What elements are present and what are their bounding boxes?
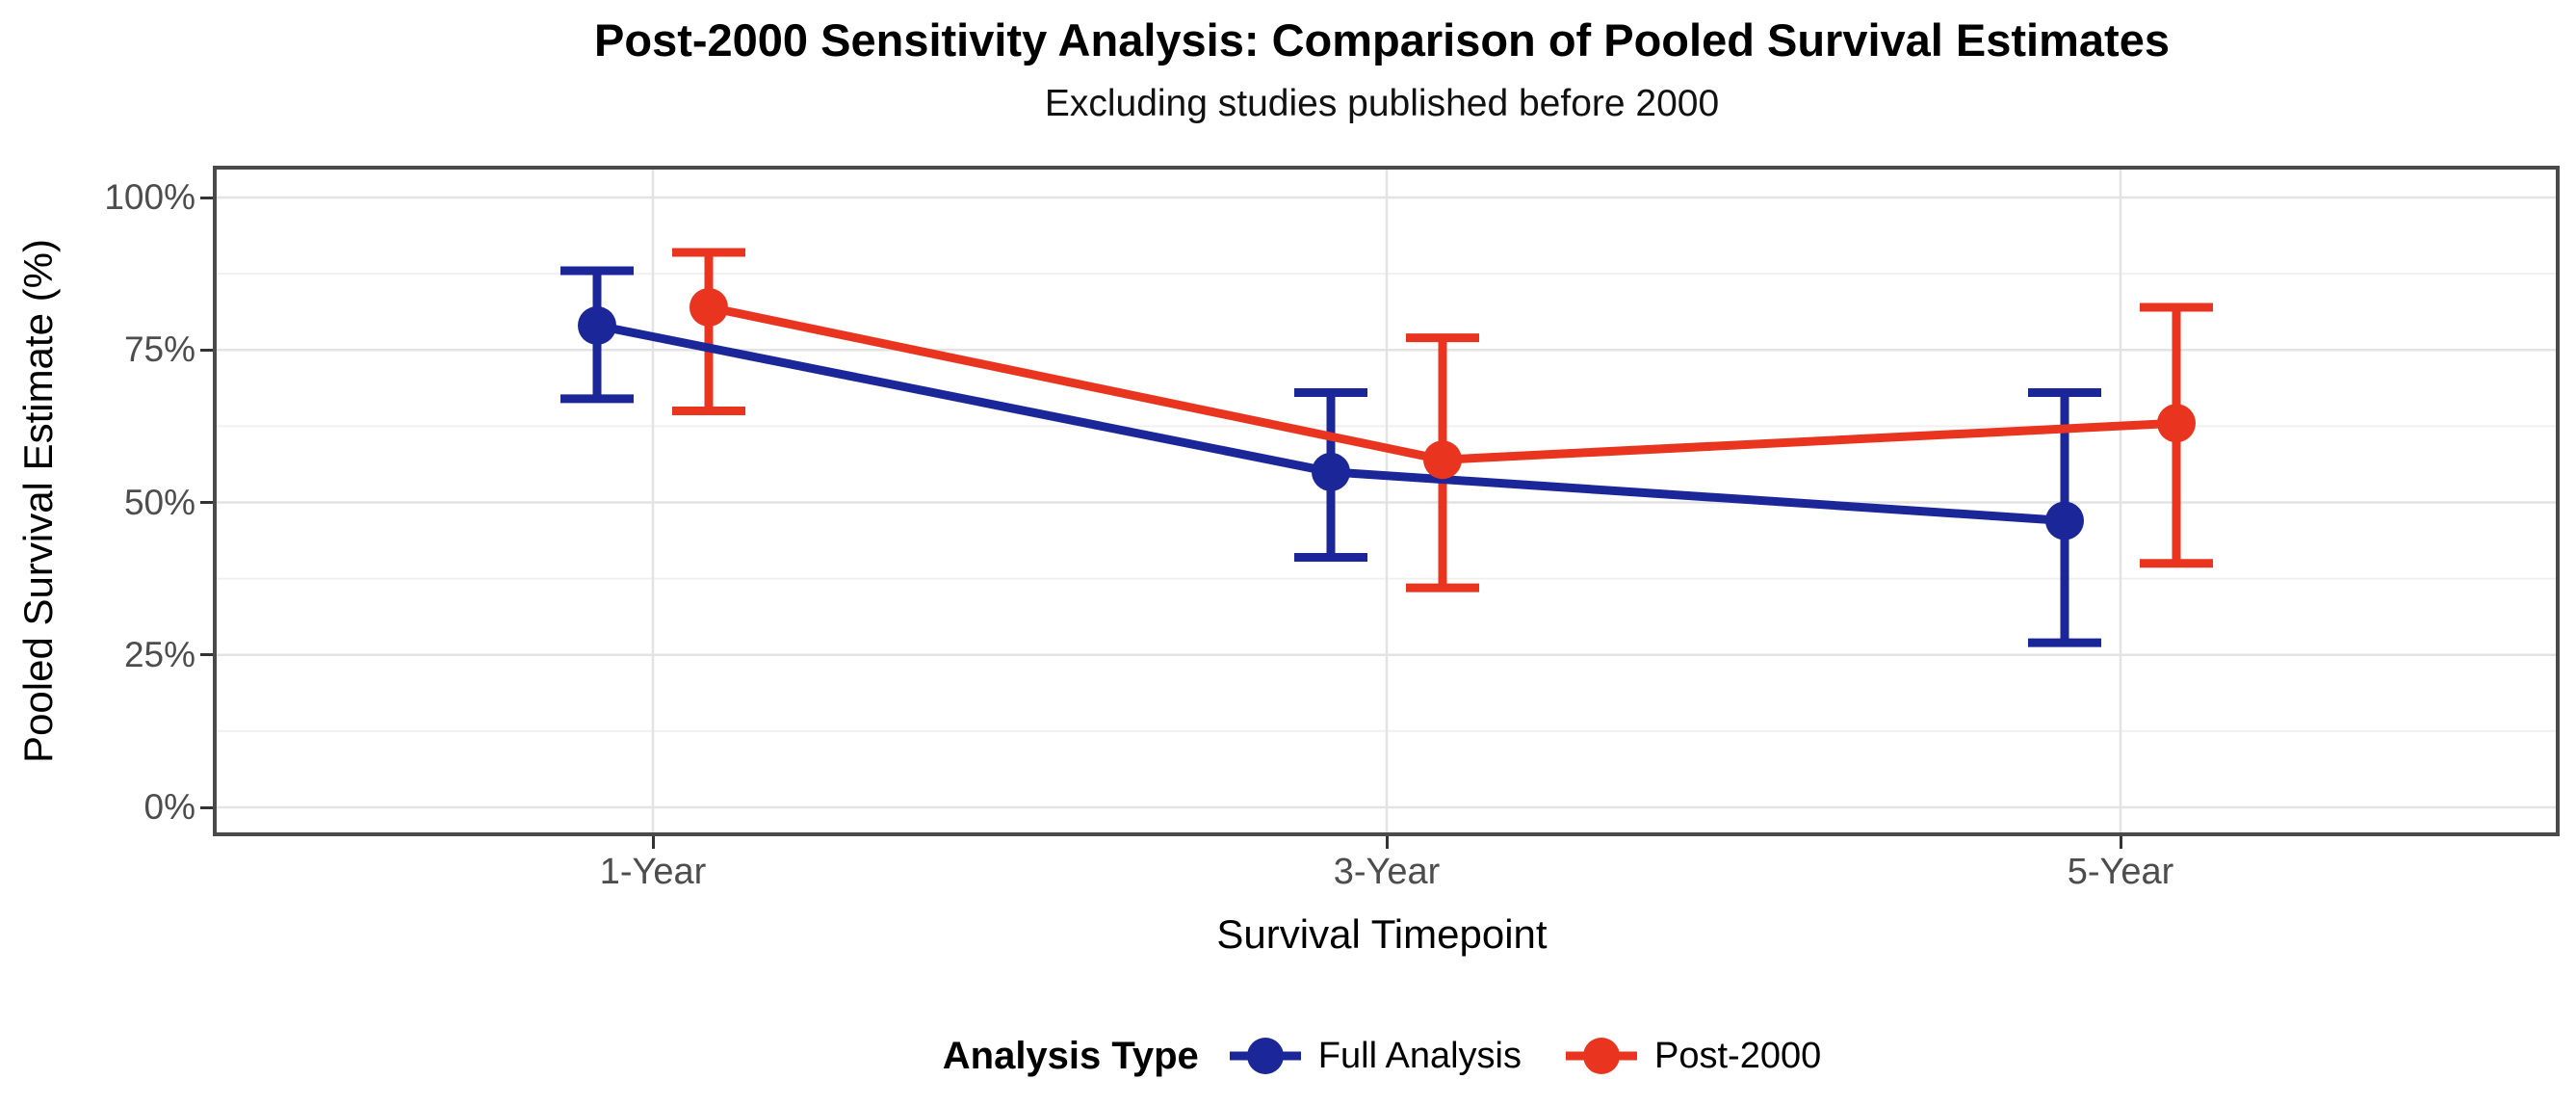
x-axis-title: Survival Timepoint bbox=[1216, 911, 1548, 957]
y-tick-mark bbox=[200, 501, 213, 504]
x-tick-label: 3-Year bbox=[1333, 852, 1441, 892]
data-point bbox=[2157, 404, 2196, 443]
plot-area-svg bbox=[217, 170, 2556, 832]
y-tick-mark bbox=[200, 196, 213, 199]
legend-title: Analysis Type bbox=[942, 1034, 1199, 1077]
legend: Analysis Type Full Analysis Post-2000 bbox=[197, 1019, 2566, 1093]
chart-subtitle: Excluding studies published before 2000 bbox=[1044, 83, 1720, 124]
legend-key-full-analysis-icon bbox=[1229, 1038, 1301, 1074]
legend-item-post-2000: Post-2000 bbox=[1564, 1034, 1821, 1078]
data-point bbox=[2045, 501, 2084, 540]
data-point bbox=[690, 287, 728, 327]
legend-label-full-analysis: Full Analysis bbox=[1317, 1035, 1522, 1076]
y-tick-mark bbox=[200, 653, 213, 657]
x-tick-mark bbox=[1385, 836, 1389, 849]
x-tick-mark bbox=[651, 836, 655, 849]
chart-title: Post-2000 Sensitivity Analysis: Comparis… bbox=[594, 14, 2170, 66]
data-point bbox=[578, 305, 616, 345]
legend-item-full-analysis: Full Analysis bbox=[1228, 1034, 1522, 1078]
y-tick-label: 75% bbox=[123, 329, 195, 370]
y-tick-mark bbox=[200, 805, 213, 809]
legend-key-post-2000-icon bbox=[1566, 1038, 1637, 1074]
plot-panel bbox=[213, 166, 2560, 836]
data-point bbox=[1312, 452, 1350, 491]
legend-label-post-2000: Post-2000 bbox=[1654, 1035, 1822, 1076]
y-tick-label: 50% bbox=[123, 482, 195, 522]
y-tick-label: 100% bbox=[104, 177, 195, 217]
x-tick-label: 1-Year bbox=[599, 852, 707, 892]
y-tick-label: 25% bbox=[123, 634, 195, 674]
y-axis-title: Pooled Survival Estimate (%) bbox=[15, 239, 61, 763]
data-point bbox=[1423, 440, 1462, 480]
x-tick-mark bbox=[2119, 836, 2122, 849]
y-tick-mark bbox=[200, 348, 213, 352]
x-tick-label: 5-Year bbox=[2067, 852, 2174, 892]
y-tick-label: 0% bbox=[143, 787, 195, 827]
